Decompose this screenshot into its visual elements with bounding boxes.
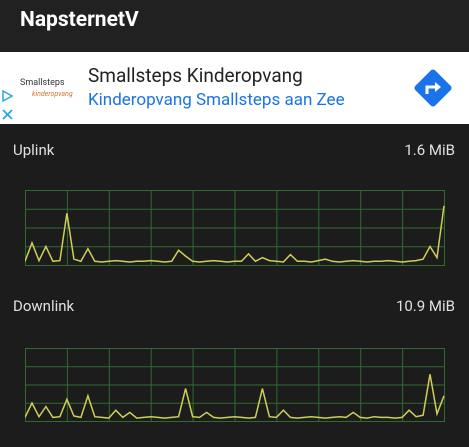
traffic-line (25, 374, 445, 419)
uplink-total: 1.6 MiB (404, 141, 455, 159)
ad-logo-name: Smallsteps (20, 78, 65, 88)
downlink-graph (25, 348, 445, 422)
ad-choices[interactable] (0, 88, 16, 122)
app-bar: NapsternetV (0, 0, 469, 52)
downlink-label: Downlink (13, 297, 75, 315)
traffic-line (25, 205, 445, 263)
ad-direction-button[interactable] (413, 68, 453, 108)
app-title: NapsternetV (20, 8, 139, 32)
downlink-total: 10.9 MiB (395, 297, 455, 315)
uplink-label: Uplink (13, 141, 55, 159)
ad-headline[interactable]: Smallsteps Kinderopvang (88, 64, 303, 87)
uplink-graph (25, 190, 445, 266)
ad-banner[interactable]: Smallsteps kinderopvang Smallsteps Kinde… (0, 52, 469, 124)
ad-subline[interactable]: Kinderopvang Smallsteps aan Zee (88, 90, 345, 110)
ad-logo-tagline: kinderopvang (32, 90, 73, 98)
